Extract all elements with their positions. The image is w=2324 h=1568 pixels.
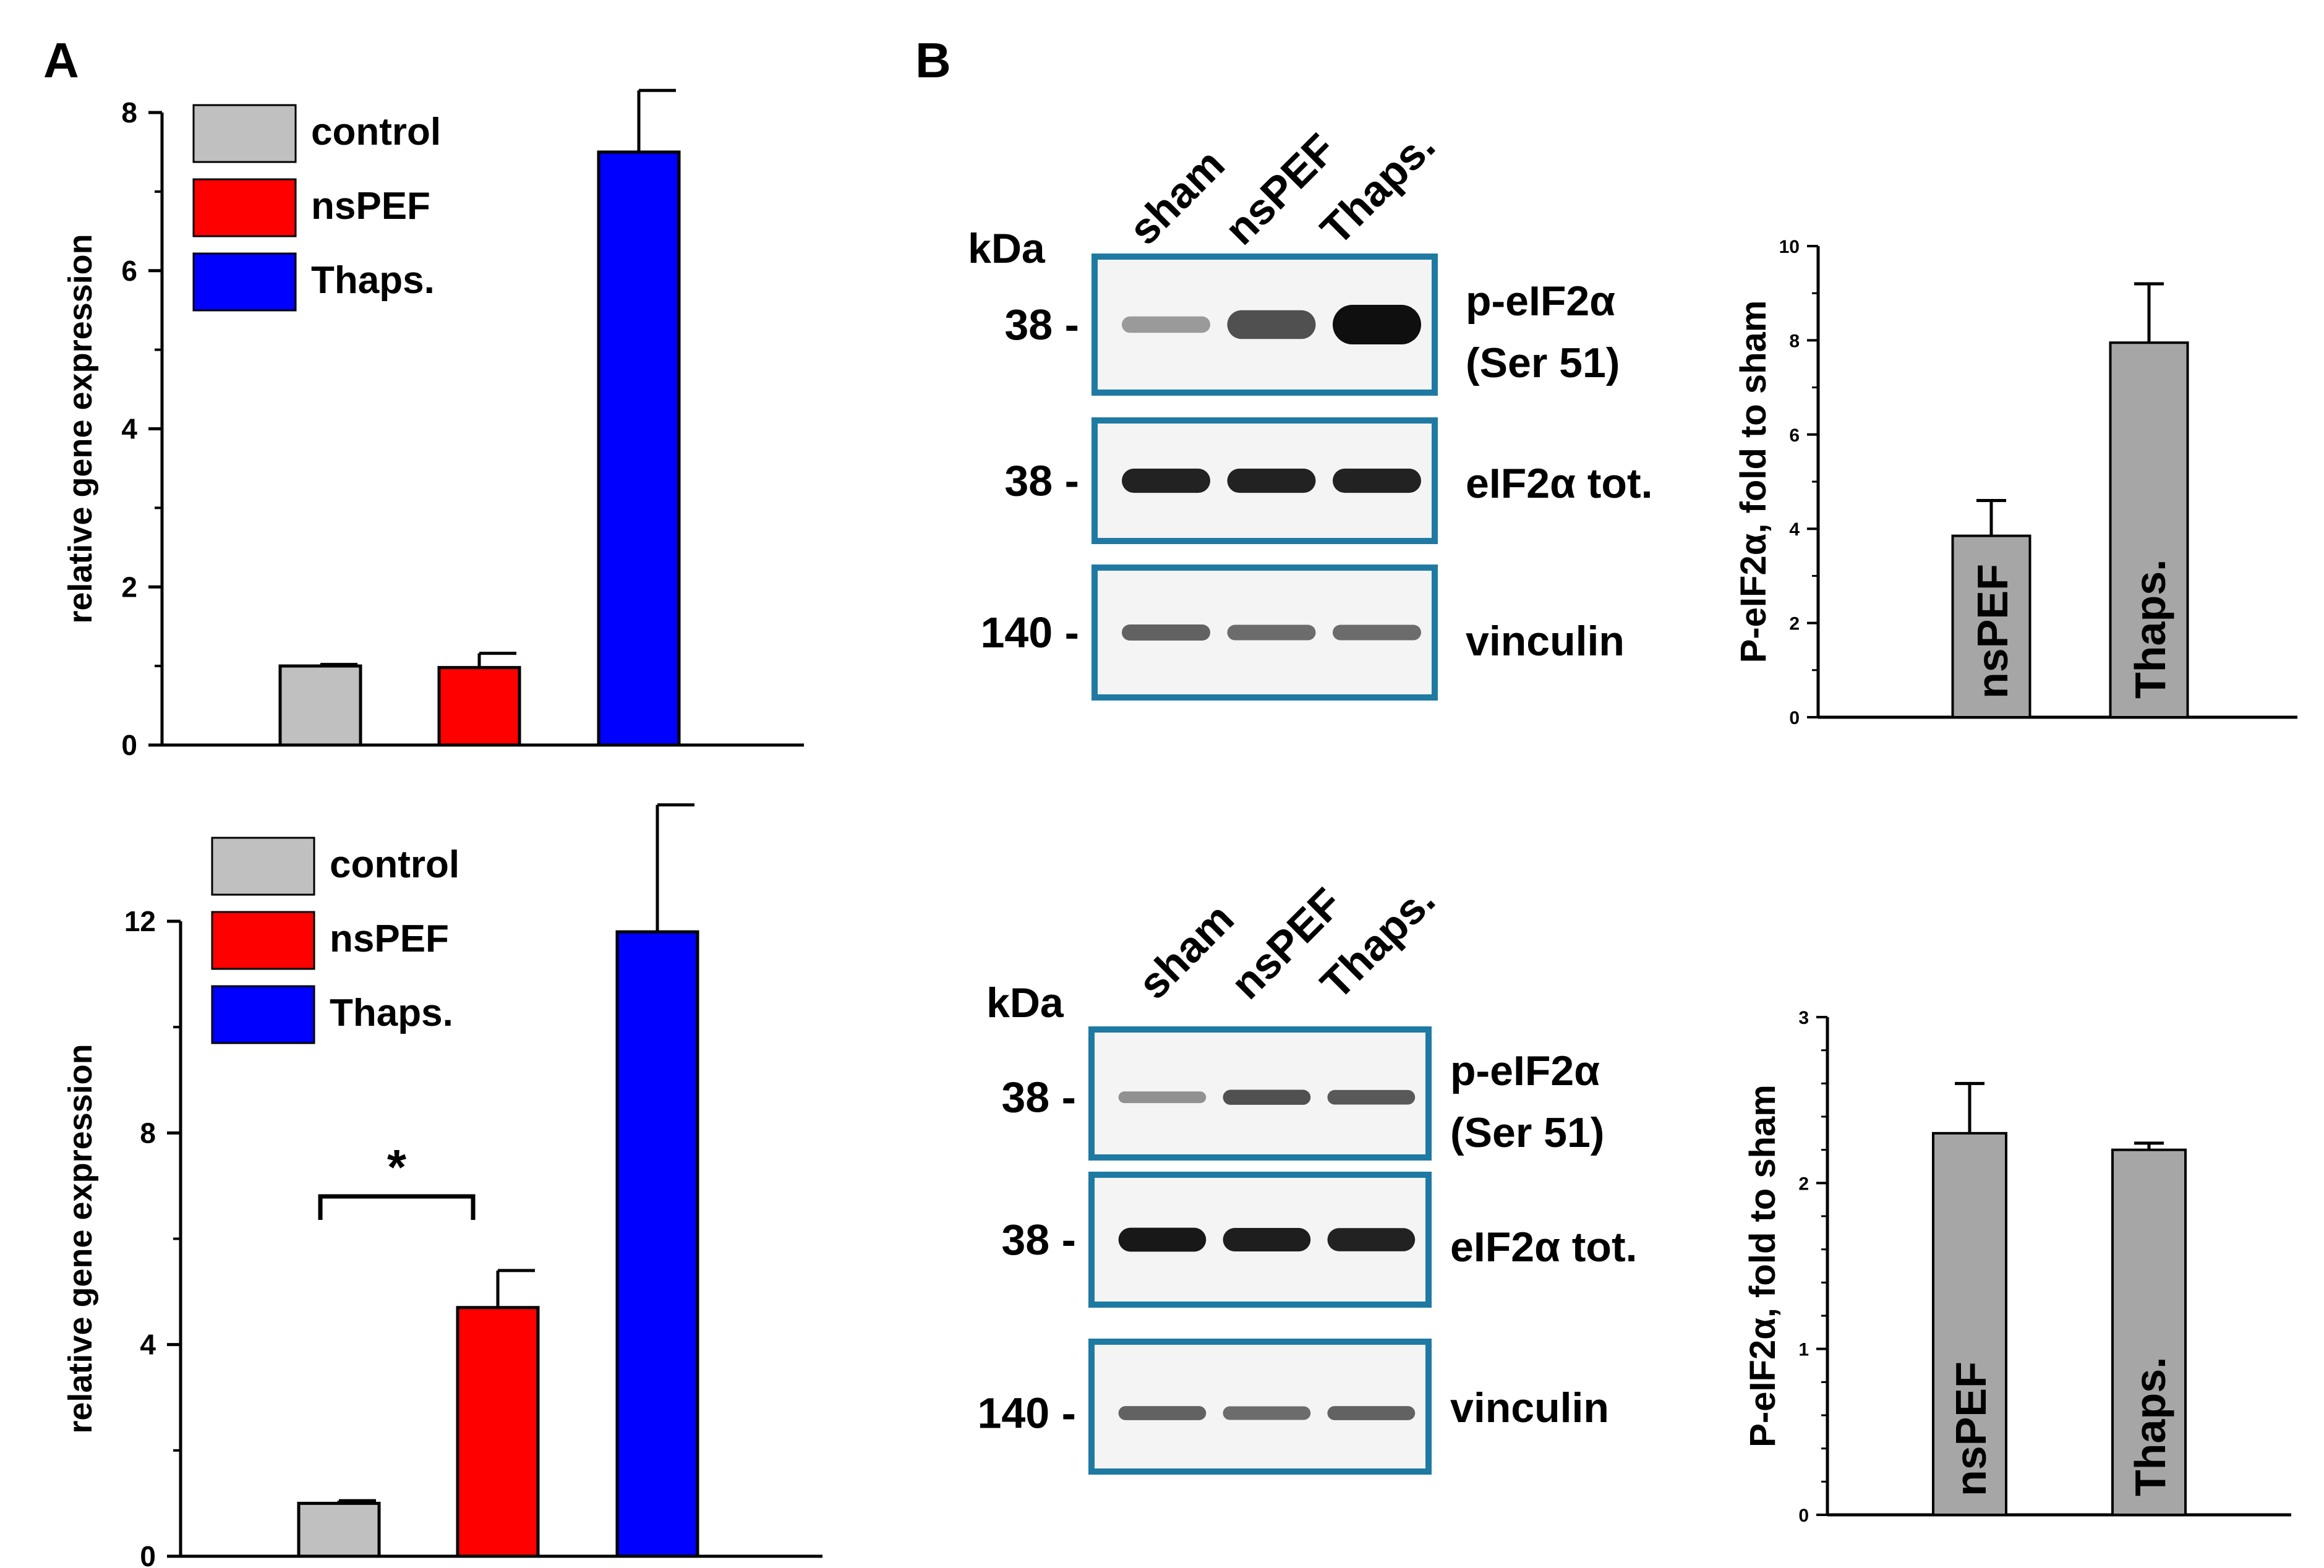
- chart-a-top: 0 2 4 6 8 relative gene expression control nsPE…: [62, 88, 804, 761]
- kda-label: kDa: [968, 225, 1046, 272]
- blot-band: [1227, 310, 1316, 339]
- blot-row-label: vinculin: [1450, 1384, 1609, 1431]
- legend-swatch: [211, 837, 315, 896]
- y-tick-label: 8: [1789, 331, 1800, 351]
- bar-category-label: Thaps.: [2126, 559, 2174, 699]
- mw-marker: 38 -: [1004, 457, 1079, 505]
- blot-band: [1122, 316, 1210, 333]
- kda-label: kDa: [986, 979, 1064, 1026]
- lane-label: Thaps.: [1311, 121, 1444, 254]
- blot-row-label: p-eIF2α: [1466, 278, 1615, 325]
- mw-marker: 38 -: [1004, 300, 1079, 349]
- legend-swatch: [192, 104, 297, 163]
- blot-band: [1223, 1406, 1311, 1420]
- bar-control: [297, 1501, 381, 1558]
- blot-band: [1118, 1406, 1207, 1420]
- y-tick-label: 6: [121, 255, 137, 287]
- blot-band: [1122, 468, 1210, 493]
- blot-row-label: p-eIF2α: [1450, 1047, 1600, 1094]
- y-axis-label: relative gene expression: [62, 1044, 99, 1433]
- blot-row-label: eIF2α tot.: [1466, 460, 1652, 507]
- blot-band: [1333, 624, 1421, 641]
- bar-nspef: [1932, 1131, 2007, 1517]
- blot-band: [1327, 1406, 1416, 1420]
- legend-label: nsPEF: [330, 918, 449, 960]
- legend-label: Thaps.: [311, 259, 435, 302]
- y-tick-label: 4: [1789, 519, 1800, 540]
- panel-label-a: A: [43, 33, 79, 88]
- blot-band: [1327, 1228, 1416, 1251]
- legend-swatch: [211, 911, 315, 970]
- y-tick-label: 8: [121, 96, 137, 129]
- bar-nspef: [456, 1306, 540, 1558]
- blot-band: [1223, 1089, 1311, 1105]
- y-axis-label: relative gene expression: [62, 234, 99, 623]
- y-tick-label: 6: [1789, 425, 1800, 446]
- chart-a-bottom: 0 4 8 12 relative gene expression control nsPE…: [62, 803, 822, 1568]
- bar-thaps: [2109, 341, 2189, 718]
- bar-control: [278, 664, 362, 747]
- significance-bracket: [318, 1194, 476, 1221]
- bar-thaps: [2111, 1148, 2187, 1516]
- y-tick-label: 3: [1798, 1008, 1809, 1028]
- bar-category-label: nsPEF: [1968, 564, 2017, 699]
- blot-band: [1333, 305, 1421, 344]
- blot-band: [1122, 624, 1210, 641]
- bar-nspef: [437, 666, 521, 747]
- mw-marker: 38 -: [1001, 1216, 1076, 1264]
- y-tick-label: 4: [140, 1329, 156, 1361]
- bar-category-label: Thaps.: [2126, 1357, 2174, 1496]
- mw-marker: 140 -: [980, 608, 1079, 657]
- blot-row-label: (Ser 51): [1450, 1109, 1604, 1156]
- lane-label: sham: [1119, 140, 1233, 254]
- blot-band: [1333, 468, 1421, 493]
- bar-nspef: [1951, 534, 2031, 718]
- y-tick-label: 2: [1798, 1174, 1809, 1194]
- legend-swatch: [211, 985, 315, 1044]
- chart-b-top: 0 2 4 6 8 10 P-eIF2α, fold to sham nsPEF Thaps.: [1733, 237, 2297, 728]
- y-tick-label: 8: [140, 1117, 156, 1149]
- legend-label: control: [311, 111, 441, 153]
- blot-band: [1227, 624, 1316, 641]
- bar-category-label: nsPEF: [1947, 1361, 1995, 1496]
- y-tick-label: 4: [121, 413, 137, 445]
- blot-row-label: vinculin: [1466, 618, 1625, 665]
- panel-label-b: B: [915, 33, 951, 88]
- y-tick-label: 2: [121, 571, 137, 603]
- legend-swatch: [192, 252, 297, 312]
- y-axis-label: P-eIF2α, fold to sham: [1743, 1084, 1783, 1447]
- blot-band: [1118, 1227, 1207, 1252]
- y-tick-label: 12: [124, 905, 156, 937]
- y-tick-label: 0: [140, 1540, 156, 1568]
- lane-label: sham: [1129, 894, 1242, 1008]
- y-tick-label: 0: [121, 729, 137, 761]
- y-tick-label: 2: [1789, 614, 1800, 634]
- mw-marker: 38 -: [1001, 1073, 1076, 1122]
- y-tick-label: 10: [1779, 237, 1800, 257]
- legend-label: nsPEF: [311, 185, 430, 228]
- blot-row-label: eIF2α tot.: [1450, 1224, 1637, 1271]
- blot-band: [1118, 1091, 1207, 1104]
- y-axis-label: P-eIF2α, fold to sham: [1733, 300, 1774, 663]
- significance-star: *: [387, 1140, 407, 1195]
- blot-band: [1223, 1228, 1311, 1251]
- y-tick-label: 1: [1798, 1340, 1809, 1360]
- legend-label: Thaps.: [330, 992, 453, 1034]
- legend-label: control: [330, 843, 459, 886]
- blot-row-label: (Ser 51): [1466, 339, 1620, 386]
- blot-band: [1327, 1089, 1416, 1105]
- y-tick-label: 0: [1789, 708, 1800, 728]
- bar-thaps: [615, 930, 699, 1558]
- chart-b-bottom: 0 1 2 3 P-eIF2α, fold to sham nsPEF Thaps.: [1743, 1008, 2291, 1526]
- bar-thaps: [597, 150, 681, 747]
- y-tick-label: 0: [1798, 1506, 1809, 1526]
- blot-band: [1227, 468, 1316, 493]
- legend-swatch: [192, 178, 297, 237]
- mw-marker: 140 -: [977, 1389, 1076, 1438]
